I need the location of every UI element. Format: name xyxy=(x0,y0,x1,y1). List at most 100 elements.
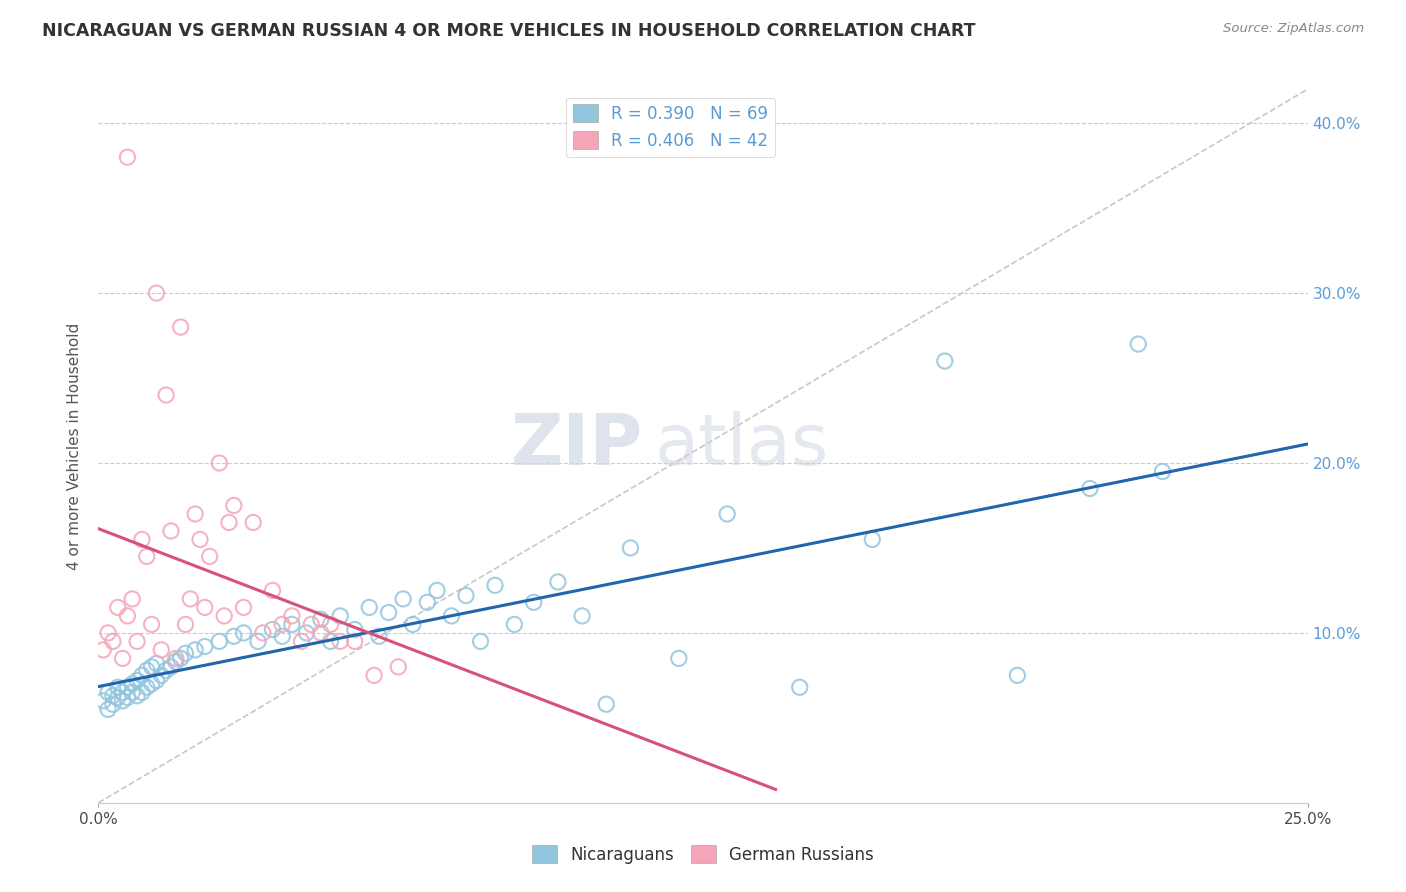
Point xyxy=(121,677,143,691)
Text: ZIP: ZIP xyxy=(510,411,643,481)
Point xyxy=(1128,337,1150,351)
Point xyxy=(232,600,254,615)
Point xyxy=(218,516,240,530)
Point xyxy=(242,516,264,530)
Point xyxy=(101,634,124,648)
Point xyxy=(194,640,217,654)
Y-axis label: 4 or more Vehicles in Household: 4 or more Vehicles in Household xyxy=(67,322,83,570)
Point xyxy=(547,574,569,589)
Point xyxy=(377,606,399,620)
Point xyxy=(165,651,187,665)
Point xyxy=(111,651,134,665)
Point xyxy=(789,680,811,694)
Point xyxy=(503,617,526,632)
Point xyxy=(299,617,322,632)
Point xyxy=(101,689,124,703)
Point xyxy=(141,660,163,674)
Point xyxy=(131,685,153,699)
Point xyxy=(262,623,284,637)
Point xyxy=(387,660,409,674)
Point xyxy=(295,626,318,640)
Point xyxy=(165,655,187,669)
Point xyxy=(1007,668,1029,682)
Point xyxy=(155,663,177,677)
Point xyxy=(160,524,183,538)
Point xyxy=(150,643,173,657)
Point xyxy=(668,651,690,665)
Point xyxy=(117,150,139,164)
Point xyxy=(247,634,270,648)
Text: NICARAGUAN VS GERMAN RUSSIAN 4 OR MORE VEHICLES IN HOUSEHOLD CORRELATION CHART: NICARAGUAN VS GERMAN RUSSIAN 4 OR MORE V… xyxy=(42,22,976,40)
Point xyxy=(484,578,506,592)
Point xyxy=(319,617,342,632)
Point xyxy=(1152,465,1174,479)
Point xyxy=(127,634,149,648)
Point xyxy=(329,634,352,648)
Point xyxy=(426,583,449,598)
Point xyxy=(174,617,197,632)
Text: atlas: atlas xyxy=(655,411,830,481)
Point xyxy=(121,591,143,606)
Point xyxy=(716,507,738,521)
Point xyxy=(117,690,139,705)
Point xyxy=(222,499,245,513)
Point xyxy=(208,634,231,648)
Point xyxy=(127,689,149,703)
Point xyxy=(309,612,332,626)
Point xyxy=(131,533,153,547)
Point xyxy=(97,685,120,699)
Point xyxy=(619,541,641,555)
Point xyxy=(290,634,312,648)
Point xyxy=(101,698,124,712)
Point xyxy=(97,626,120,640)
Point xyxy=(131,668,153,682)
Point xyxy=(363,668,385,682)
Legend: Nicaraguans, German Russians: Nicaraguans, German Russians xyxy=(526,838,880,871)
Point xyxy=(470,634,492,648)
Point xyxy=(97,702,120,716)
Point xyxy=(454,589,477,603)
Point xyxy=(111,694,134,708)
Point xyxy=(402,617,425,632)
Point xyxy=(1078,482,1101,496)
Point xyxy=(416,595,439,609)
Point xyxy=(319,634,342,648)
Point xyxy=(160,660,183,674)
Point xyxy=(121,685,143,699)
Point xyxy=(271,629,294,643)
Point xyxy=(343,623,366,637)
Point xyxy=(595,698,617,712)
Point xyxy=(135,663,157,677)
Point xyxy=(368,629,391,643)
Point xyxy=(135,680,157,694)
Point xyxy=(934,354,956,368)
Point xyxy=(107,690,129,705)
Point xyxy=(860,533,883,547)
Point xyxy=(252,626,274,640)
Point xyxy=(174,646,197,660)
Point xyxy=(188,533,211,547)
Point xyxy=(222,629,245,643)
Point xyxy=(208,456,231,470)
Point xyxy=(107,600,129,615)
Point xyxy=(184,507,207,521)
Legend: R = 0.390   N = 69, R = 0.406   N = 42: R = 0.390 N = 69, R = 0.406 N = 42 xyxy=(567,97,775,156)
Point xyxy=(127,673,149,688)
Point xyxy=(150,668,173,682)
Text: Source: ZipAtlas.com: Source: ZipAtlas.com xyxy=(1223,22,1364,36)
Point xyxy=(571,608,593,623)
Point xyxy=(145,673,167,688)
Point xyxy=(179,591,201,606)
Point xyxy=(155,388,177,402)
Point xyxy=(309,626,332,640)
Point xyxy=(392,591,415,606)
Point xyxy=(117,608,139,623)
Point xyxy=(281,608,304,623)
Point xyxy=(329,608,352,623)
Point xyxy=(232,626,254,640)
Point xyxy=(107,680,129,694)
Point xyxy=(91,694,114,708)
Point xyxy=(141,677,163,691)
Point xyxy=(359,600,381,615)
Point xyxy=(212,608,235,623)
